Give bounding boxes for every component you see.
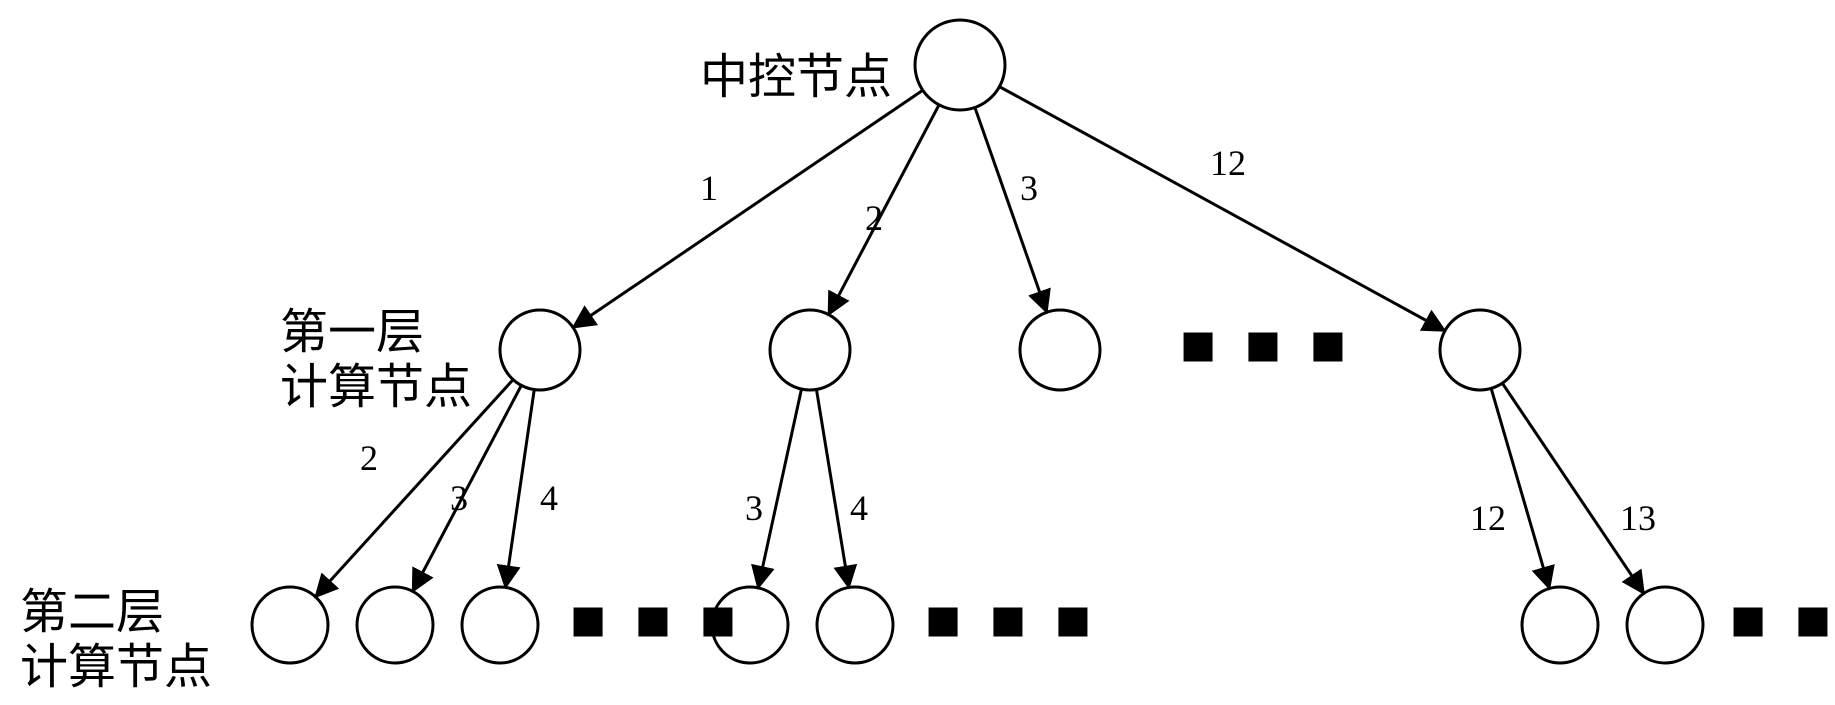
ellipsis-3: ■ ■ ■ (1730, 586, 1835, 653)
edge-l1_4-l2_4b (1502, 383, 1642, 592)
node-l2_4a (1522, 587, 1598, 663)
labels-layer: 12312234341213■ ■ ■■ ■ ■■ ■ ■■ ■ ■ (360, 143, 1835, 653)
edge-label-2: 3 (1020, 168, 1038, 208)
edge-l1_1-l2_1c (506, 390, 534, 586)
edge-label-10: 13 (1620, 498, 1656, 538)
ellipsis-1: ■ ■ ■ (570, 586, 742, 653)
node-l2_2b (817, 587, 893, 663)
edge-l1_2-l2_2a (759, 389, 802, 586)
node-l2_1c (462, 587, 538, 663)
edge-l1_4-l2_4a (1491, 388, 1549, 586)
edges-layer (317, 87, 1643, 596)
node-root (915, 20, 1005, 110)
edge-label-8: 4 (850, 488, 868, 528)
node-l1_1 (500, 310, 580, 390)
edge-l1_1-l2_1a (317, 380, 513, 596)
edge-label-3: 12 (1210, 143, 1246, 183)
ellipsis-2: ■ ■ ■ (925, 586, 1097, 653)
edge-l1_2-l2_2b (816, 389, 848, 585)
edge-root-l1_3 (975, 107, 1046, 310)
edge-label-4: 2 (360, 438, 378, 478)
edge-root-l1_2 (830, 105, 939, 313)
node-l2_4b (1627, 587, 1703, 663)
tree-diagram: 12312234341213■ ■ ■■ ■ ■■ ■ ■■ ■ ■ (0, 0, 1835, 705)
edge-label-6: 4 (540, 478, 558, 518)
edge-label-1: 2 (865, 198, 883, 238)
edge-label-9: 12 (1470, 498, 1506, 538)
node-l1_2 (770, 310, 850, 390)
edge-label-5: 3 (450, 478, 468, 518)
node-l2_1a (252, 587, 328, 663)
ellipsis-0: ■ ■ ■ (1180, 311, 1352, 378)
node-l1_3 (1020, 310, 1100, 390)
edge-root-l1_4 (999, 87, 1443, 330)
edge-label-7: 3 (745, 488, 763, 528)
node-l1_4 (1440, 310, 1520, 390)
node-l2_1b (357, 587, 433, 663)
edge-label-0: 1 (700, 168, 718, 208)
